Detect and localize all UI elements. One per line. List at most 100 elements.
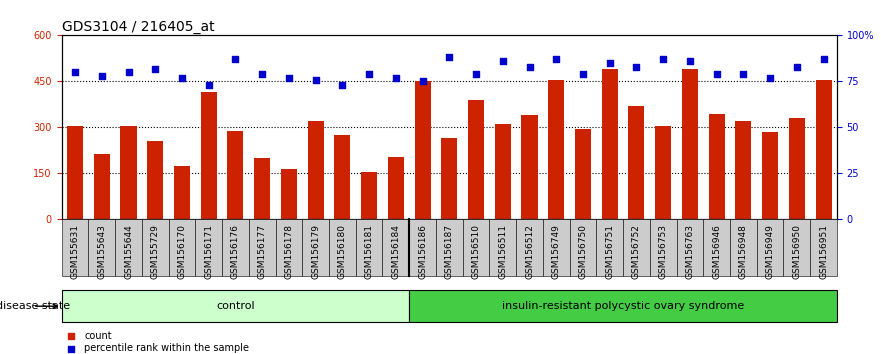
Point xyxy=(68,69,82,75)
FancyBboxPatch shape xyxy=(329,219,356,276)
FancyBboxPatch shape xyxy=(677,219,703,276)
Legend: count, percentile rank within the sample: count, percentile rank within the sample xyxy=(67,331,249,353)
Bar xyxy=(147,141,163,219)
Bar xyxy=(281,169,297,219)
Bar xyxy=(415,81,431,219)
Text: GSM156749: GSM156749 xyxy=(552,224,560,279)
Bar xyxy=(174,166,190,219)
FancyBboxPatch shape xyxy=(436,219,463,276)
Text: GSM155644: GSM155644 xyxy=(124,224,133,279)
Bar xyxy=(602,69,618,219)
Text: GSM156950: GSM156950 xyxy=(792,224,802,279)
Point xyxy=(629,64,643,69)
Bar xyxy=(495,124,511,219)
FancyBboxPatch shape xyxy=(703,219,730,276)
FancyBboxPatch shape xyxy=(302,219,329,276)
Text: GSM156951: GSM156951 xyxy=(819,224,828,279)
Text: GSM156181: GSM156181 xyxy=(365,224,374,279)
Point xyxy=(416,79,430,84)
Point xyxy=(442,55,456,60)
Text: GSM156187: GSM156187 xyxy=(445,224,454,279)
Point xyxy=(496,58,510,64)
Point xyxy=(255,71,270,77)
FancyBboxPatch shape xyxy=(409,219,436,276)
FancyBboxPatch shape xyxy=(142,219,168,276)
Text: GSM156752: GSM156752 xyxy=(632,224,641,279)
Bar xyxy=(254,158,270,219)
Text: GSM156180: GSM156180 xyxy=(338,224,347,279)
Point xyxy=(789,64,803,69)
FancyBboxPatch shape xyxy=(62,290,409,322)
Text: GSM156948: GSM156948 xyxy=(739,224,748,279)
Text: GSM156178: GSM156178 xyxy=(285,224,293,279)
Text: disease state: disease state xyxy=(0,301,70,311)
FancyBboxPatch shape xyxy=(356,219,382,276)
Point xyxy=(737,71,751,77)
Text: GSM156186: GSM156186 xyxy=(418,224,427,279)
Point xyxy=(603,60,617,66)
Text: GDS3104 / 216405_at: GDS3104 / 216405_at xyxy=(62,21,214,34)
FancyBboxPatch shape xyxy=(543,219,570,276)
Point xyxy=(469,71,483,77)
Text: GSM156171: GSM156171 xyxy=(204,224,213,279)
Point xyxy=(389,75,403,81)
Bar xyxy=(575,129,591,219)
Point xyxy=(576,71,590,77)
Point xyxy=(336,82,350,88)
FancyBboxPatch shape xyxy=(382,219,409,276)
FancyBboxPatch shape xyxy=(196,219,222,276)
Bar xyxy=(307,121,323,219)
FancyBboxPatch shape xyxy=(811,219,837,276)
FancyBboxPatch shape xyxy=(276,219,302,276)
Text: GSM156179: GSM156179 xyxy=(311,224,320,279)
FancyBboxPatch shape xyxy=(490,219,516,276)
Bar xyxy=(201,92,217,219)
Point xyxy=(122,69,136,75)
Bar xyxy=(816,80,832,219)
Text: GSM156512: GSM156512 xyxy=(525,224,534,279)
Bar xyxy=(441,138,457,219)
FancyBboxPatch shape xyxy=(62,219,88,276)
Text: GSM155643: GSM155643 xyxy=(97,224,107,279)
Bar xyxy=(736,121,751,219)
Point xyxy=(175,75,189,81)
Point xyxy=(308,77,322,82)
Text: GSM156511: GSM156511 xyxy=(499,224,507,279)
FancyBboxPatch shape xyxy=(596,219,623,276)
FancyBboxPatch shape xyxy=(570,219,596,276)
Text: GSM156750: GSM156750 xyxy=(579,224,588,279)
Point xyxy=(522,64,537,69)
Bar xyxy=(227,131,243,219)
Point xyxy=(362,71,376,77)
Bar xyxy=(121,126,137,219)
FancyBboxPatch shape xyxy=(463,219,490,276)
FancyBboxPatch shape xyxy=(409,290,837,322)
FancyBboxPatch shape xyxy=(623,219,650,276)
Bar xyxy=(388,156,403,219)
Point xyxy=(202,82,216,88)
FancyBboxPatch shape xyxy=(222,219,248,276)
Point xyxy=(683,58,697,64)
Text: GSM156949: GSM156949 xyxy=(766,224,774,279)
Bar xyxy=(522,115,537,219)
Text: GSM156751: GSM156751 xyxy=(605,224,614,279)
Bar xyxy=(762,132,778,219)
Bar xyxy=(708,114,725,219)
FancyBboxPatch shape xyxy=(115,219,142,276)
Point xyxy=(228,57,242,62)
Bar xyxy=(93,154,110,219)
Point xyxy=(656,57,670,62)
Text: GSM156510: GSM156510 xyxy=(471,224,480,279)
Text: GSM156170: GSM156170 xyxy=(177,224,187,279)
Text: GSM155631: GSM155631 xyxy=(70,224,79,279)
Bar xyxy=(682,69,698,219)
FancyBboxPatch shape xyxy=(168,219,196,276)
Point xyxy=(148,66,162,72)
Text: insulin-resistant polycystic ovary syndrome: insulin-resistant polycystic ovary syndr… xyxy=(502,301,744,311)
Text: control: control xyxy=(216,301,255,311)
FancyBboxPatch shape xyxy=(248,219,276,276)
Text: GSM155729: GSM155729 xyxy=(151,224,159,279)
Bar xyxy=(655,126,671,219)
Text: GSM156753: GSM156753 xyxy=(659,224,668,279)
FancyBboxPatch shape xyxy=(516,219,543,276)
